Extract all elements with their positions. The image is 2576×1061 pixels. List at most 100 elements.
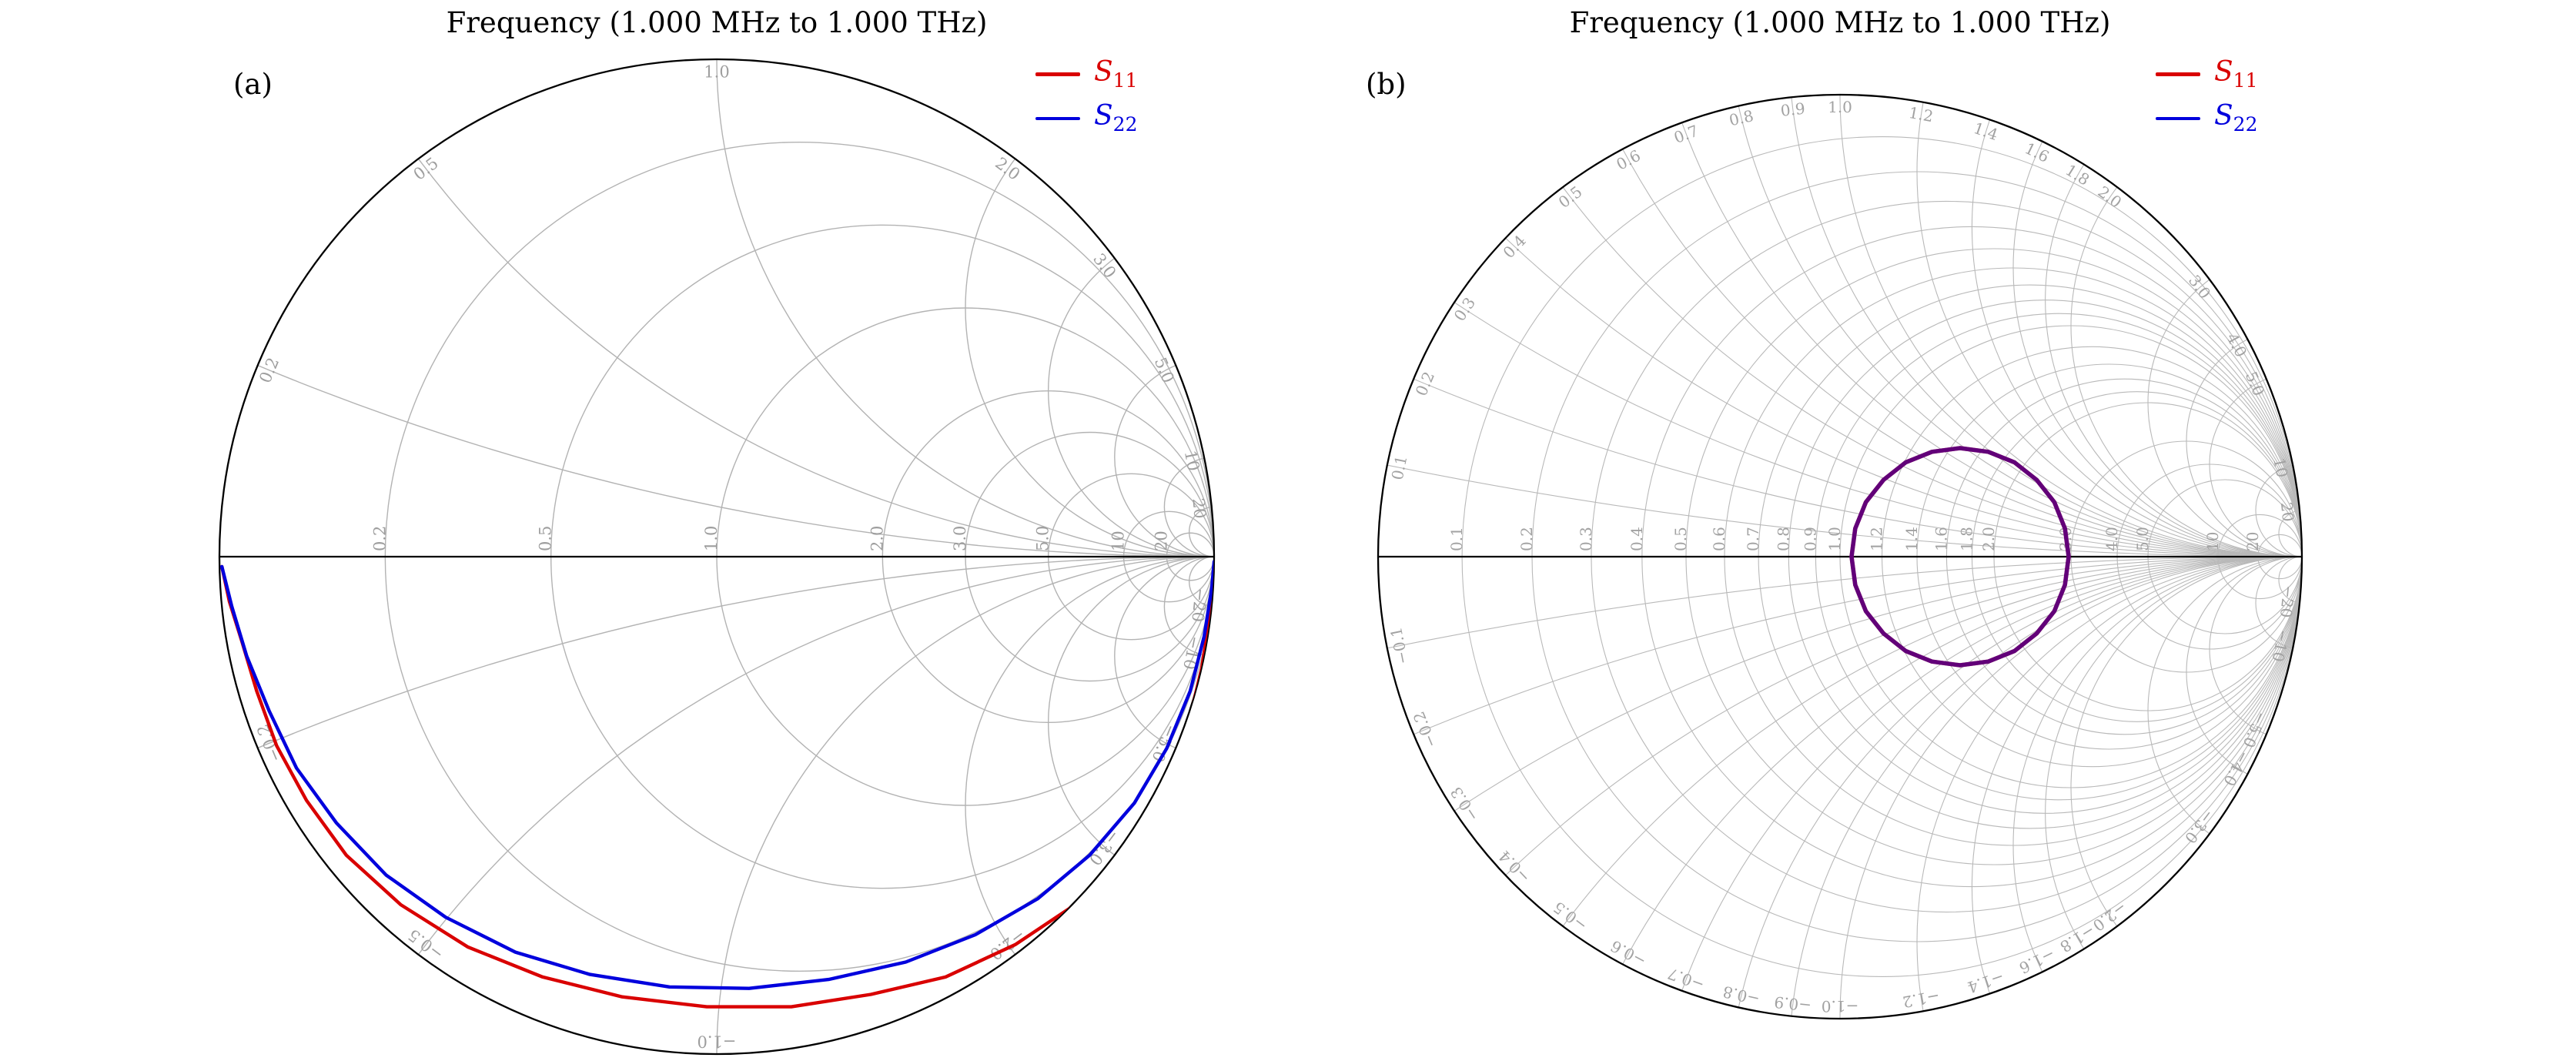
reactance-arc-0.7 [1641,95,2302,557]
reactance-arc-minus-1.2 [1916,556,2302,1019]
reactance-arc-minus-0.8 [1724,556,2302,1019]
reactance-arc-minus-20 [1188,556,1214,607]
reactance-label-0.8: 0.8 [1728,106,1755,129]
reactance-arc-1.2 [1916,95,2302,557]
legend-s22-sub: 22 [1112,113,1138,136]
reactance-arc-1.6 [2012,95,2302,557]
resistance-label-0.2: 0.2 [1517,527,1536,551]
reactance-arc-3.0 [2147,248,2302,557]
resistance-label-0.5: 0.5 [537,526,555,551]
legend-panel-b: S11 S22 [2156,59,2257,134]
reactance-label-1.2: 1.2 [1908,103,1935,126]
reactance-arc-0.6 [1531,95,2302,557]
reactance-arc-minus-2.0 [965,556,1214,1054]
reactance-label-0.1: 0.1 [1388,454,1411,481]
reactance-label-20: 20 [1189,497,1209,520]
resistance-label-0.4: 0.4 [1628,527,1646,551]
reactance-label-minus-20: −20 [2277,584,2298,618]
reactance-arc-minus-10 [2255,556,2302,650]
reactance-label-minus-0.6: −0.6 [1607,936,1649,970]
reactance-arc-minus-0.9 [1788,556,2302,1019]
reactance-arc-minus-4.0 [2186,556,2302,788]
resistance-label-1.0: 1.0 [1825,527,1844,551]
reactance-arc-2.0 [965,59,1214,557]
legend-item-s11: S11 [2156,59,2257,90]
resistance-label-20: 20 [1152,530,1170,551]
reactance-arc-minus-1.6 [2012,556,2302,1019]
reactance-arc-1.0 [716,59,1214,557]
reactance-label-minus-1.2: −1.2 [1901,986,1941,1011]
reactance-label-0.9: 0.9 [1780,99,1806,120]
legend-label-s11: S11 [2214,56,2258,92]
reactance-label-minus-1.4: −1.4 [1965,967,2007,996]
reactance-arc-minus-2.0 [2070,556,2302,1019]
legend-label-s11: S11 [1094,56,1137,91]
legend-item-s22: S22 [1035,102,1137,134]
resistance-label-2.0: 2.0 [1979,527,1998,551]
legend-label-s22: S22 [2214,102,2258,136]
reactance-arc-minus-0.7 [1641,556,2302,1019]
reactance-label-1.0: 1.0 [1828,98,1852,116]
reactance-label-minus-0.3: −0.3 [1447,784,1483,825]
reactance-arc-minus-1.0 [716,556,1214,1054]
reactance-arc-minus-5.0 [2209,556,2302,742]
reactance-label-0.5: 0.5 [1555,182,1586,212]
reactance-label-minus-0.9: −0.9 [1773,992,1812,1015]
legend-item-s22: S22 [2156,102,2257,134]
reactance-label-minus-1.0: −1.0 [698,1033,737,1051]
legend-s11-base: S [2214,56,2233,88]
reactance-arc-10 [1163,457,1214,557]
resistance-label-1.0: 1.0 [702,526,721,551]
resistance-label-0.2: 0.2 [370,526,389,551]
reactance-arc-minus-5.0 [1114,556,1214,757]
resistance-label-20: 20 [2243,532,2262,551]
resistance-label-0.1: 0.1 [1447,527,1466,551]
reactance-label-minus-1.0: −1.0 [1822,997,1859,1016]
outer-circle [218,58,1216,1056]
reactance-arc-minus-0.2 [219,556,1214,1054]
resistance-label-3.0: 3.0 [951,526,969,551]
legend-s22-sub: 22 [2233,113,2258,136]
reactance-label-minus-0.5: −0.5 [1550,898,1591,935]
reactance-arc-4.0 [2186,325,2302,557]
resistance-label-0.6: 0.6 [1710,527,1728,551]
legend-s11-base: S [1094,56,1113,88]
reactance-arc-20 [1188,506,1214,557]
legend-s11-sub: 11 [2233,69,2258,92]
reactance-label-0.4: 0.4 [1499,231,1529,262]
resistance-label-1.6: 1.6 [1932,527,1950,551]
reactance-label-2.0: 2.0 [2094,182,2125,212]
reactance-arc-1.4 [1971,95,2302,557]
legend-line-s11-icon [1035,72,1080,76]
resistance-label-2.0: 2.0 [868,526,886,551]
series-S11-trace [220,564,1214,1009]
reactance-arc-minus-3.0 [1047,556,1214,889]
reactance-arc-minus-20 [2278,556,2302,604]
reactance-label-minus-1.8: −1.8 [2057,921,2099,956]
reactance-label-minus-2.0: −2.0 [986,925,1029,964]
reactance-arc-minus-3.0 [2147,556,2302,865]
reactance-arc-0.8 [1724,95,2302,557]
reactance-label-0.5: 0.5 [410,154,442,184]
reactance-label-0.3: 0.3 [1450,294,1480,325]
resistance-label-0.9: 0.9 [1801,527,1819,551]
reactance-arc-minus-0.2 [1378,556,2302,1019]
legend-line-s22-icon [2156,116,2200,121]
resistance-label-1.2: 1.2 [1868,527,1886,551]
reactance-label-minus-3.0: −3.0 [2181,806,2218,847]
resistance-label-4.0: 4.0 [2103,527,2121,551]
resistance-label-1.4: 1.4 [1902,527,1921,551]
chart-title-b: Frequency (1.000 MHz to 1.000 THz) [1569,6,2111,39]
reactance-arc-0.5 [1378,95,2302,557]
reactance-label-minus-0.4: −0.4 [1495,847,1534,887]
reactance-arc-1.8 [2045,95,2302,557]
outer-circle [1377,93,2303,1020]
resistance-label-0.3: 0.3 [1577,527,1595,551]
reactance-label-0.6: 0.6 [1613,146,1643,174]
reactance-arc-minus-0.1 [1378,556,2302,1019]
reactance-arc-minus-0.5 [219,556,1214,1054]
reactance-arc-2.0 [2070,95,2302,557]
resistance-label-5.0: 5.0 [2133,527,2152,551]
